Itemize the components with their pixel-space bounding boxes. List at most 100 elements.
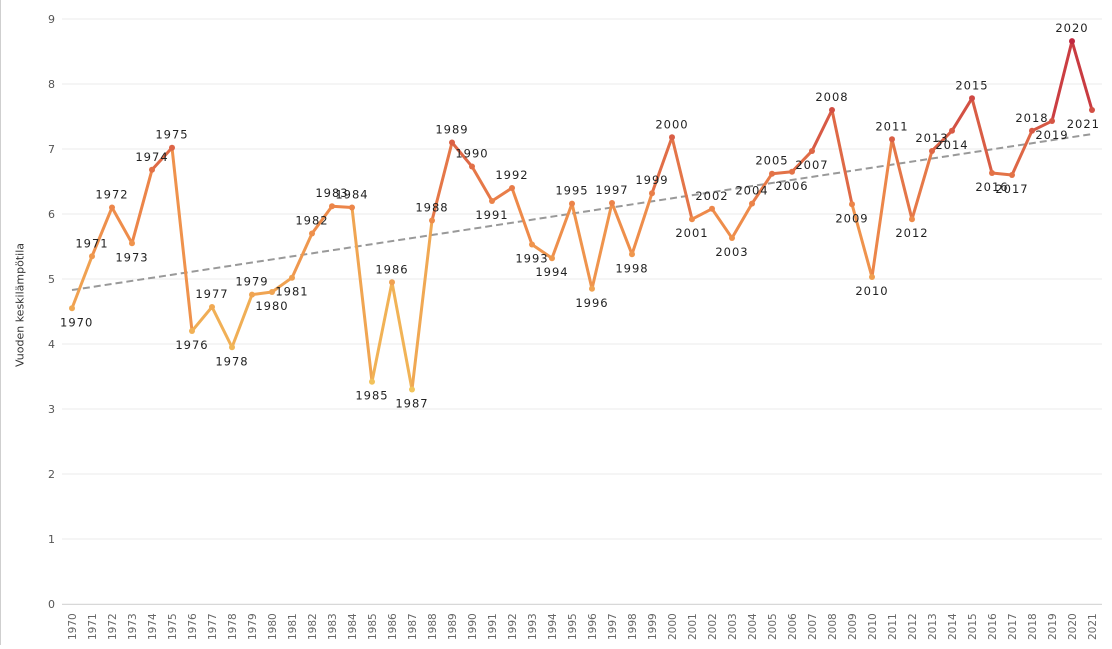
series-line-segment bbox=[410, 219, 434, 391]
data-label: 1990 bbox=[455, 147, 488, 161]
data-point bbox=[469, 163, 475, 170]
x-tick-label: 1971 bbox=[87, 613, 99, 640]
series-line-segment bbox=[310, 204, 334, 235]
y-tick-label: 4 bbox=[48, 338, 55, 351]
series-line-segment bbox=[190, 305, 214, 333]
series-line-segment bbox=[770, 170, 794, 176]
series-line-segment bbox=[990, 171, 1014, 177]
series-line-segment bbox=[670, 135, 694, 221]
series-line-segment bbox=[270, 276, 294, 294]
data-point bbox=[389, 279, 395, 286]
series-line-segment bbox=[650, 135, 674, 195]
data-point bbox=[209, 303, 215, 310]
data-point bbox=[909, 216, 915, 223]
data-label: 1974 bbox=[135, 150, 168, 164]
data-point bbox=[429, 217, 435, 224]
y-axis-label: Vuoden keskilämpötila bbox=[13, 243, 27, 367]
series-line-segment bbox=[690, 207, 714, 221]
x-tick-label: 2001 bbox=[687, 613, 699, 640]
data-point bbox=[929, 147, 935, 154]
data-label: 1986 bbox=[375, 262, 408, 276]
y-tick-label: 8 bbox=[48, 78, 55, 91]
data-point bbox=[689, 216, 695, 223]
data-label: 2020 bbox=[1055, 21, 1088, 35]
series-line-segment bbox=[730, 202, 754, 240]
series-line-segment bbox=[90, 206, 114, 258]
data-label: 1981 bbox=[275, 285, 308, 299]
data-point bbox=[289, 274, 295, 281]
series-line-segment bbox=[370, 280, 394, 384]
y-tick-label: 3 bbox=[48, 403, 55, 416]
x-tick-label: 2019 bbox=[1047, 613, 1059, 640]
x-tick-label: 1987 bbox=[407, 613, 419, 640]
data-point bbox=[1029, 127, 1035, 134]
data-point bbox=[949, 127, 955, 134]
data-label: 1973 bbox=[115, 250, 148, 264]
data-label: 1991 bbox=[475, 208, 508, 222]
data-point bbox=[829, 107, 835, 113]
x-tick-label: 1984 bbox=[347, 613, 359, 640]
data-label: 1982 bbox=[295, 214, 328, 228]
data-point bbox=[229, 344, 235, 351]
series-line-segment bbox=[1030, 119, 1054, 133]
data-label: 1988 bbox=[415, 201, 448, 215]
series-line-segment bbox=[870, 137, 894, 279]
series-line-segment bbox=[510, 186, 534, 247]
data-point bbox=[489, 198, 495, 204]
data-point bbox=[269, 289, 275, 295]
x-tick-label: 1974 bbox=[147, 613, 159, 640]
data-point bbox=[149, 166, 155, 173]
data-label: 2006 bbox=[775, 179, 808, 193]
series-line-segment bbox=[170, 146, 194, 333]
left-border bbox=[0, 0, 1, 645]
series-line-segment bbox=[490, 186, 514, 203]
trend-line bbox=[71, 133, 1093, 292]
series-line-segment bbox=[1070, 39, 1094, 112]
series-line-segment bbox=[890, 137, 914, 221]
y-tick-label: 6 bbox=[48, 208, 55, 221]
series-line-segment bbox=[710, 207, 734, 240]
data-label: 1989 bbox=[435, 123, 468, 137]
x-tick-label: 2000 bbox=[667, 613, 679, 640]
series-line-segment bbox=[210, 305, 234, 349]
data-point bbox=[69, 305, 75, 312]
data-point bbox=[869, 274, 875, 281]
y-tick-label: 9 bbox=[48, 13, 55, 26]
data-label: 2014 bbox=[935, 138, 968, 152]
series-line-segment bbox=[250, 290, 274, 297]
data-point bbox=[309, 230, 315, 237]
data-point bbox=[669, 134, 675, 141]
y-tick-label: 5 bbox=[48, 273, 55, 286]
data-point bbox=[349, 204, 355, 211]
data-label: 2017 bbox=[995, 182, 1028, 196]
x-tick-label: 1991 bbox=[487, 613, 499, 640]
data-label: 2007 bbox=[795, 158, 828, 172]
data-label: 2010 bbox=[855, 284, 888, 298]
x-tick-label: 2007 bbox=[807, 613, 819, 640]
series-line-segment bbox=[1050, 39, 1074, 123]
series-line-segment bbox=[970, 96, 994, 175]
x-tick-label: 1972 bbox=[107, 613, 119, 640]
data-label: 2013 bbox=[915, 131, 948, 145]
x-tick-label: 1977 bbox=[207, 613, 219, 640]
series-line-segment bbox=[610, 201, 634, 256]
x-tick-label: 2009 bbox=[847, 613, 859, 640]
data-point bbox=[449, 139, 455, 146]
data-label: 1977 bbox=[195, 287, 228, 301]
data-label: 2018 bbox=[1015, 111, 1048, 125]
data-point bbox=[509, 185, 515, 191]
data-point bbox=[729, 235, 735, 242]
data-label: 2002 bbox=[695, 189, 728, 203]
x-tick-label: 2010 bbox=[867, 613, 879, 640]
x-tick-label: 1994 bbox=[547, 613, 559, 640]
x-tick-label: 1997 bbox=[607, 613, 619, 640]
data-label: 2003 bbox=[715, 245, 748, 259]
data-label: 1970 bbox=[60, 315, 93, 329]
x-tick-label: 2014 bbox=[947, 613, 959, 640]
x-tick-label: 2018 bbox=[1027, 613, 1039, 640]
data-label: 1972 bbox=[95, 188, 128, 202]
data-label: 2005 bbox=[755, 154, 788, 168]
data-label: 1971 bbox=[75, 236, 108, 250]
series-line-segment bbox=[630, 191, 654, 256]
